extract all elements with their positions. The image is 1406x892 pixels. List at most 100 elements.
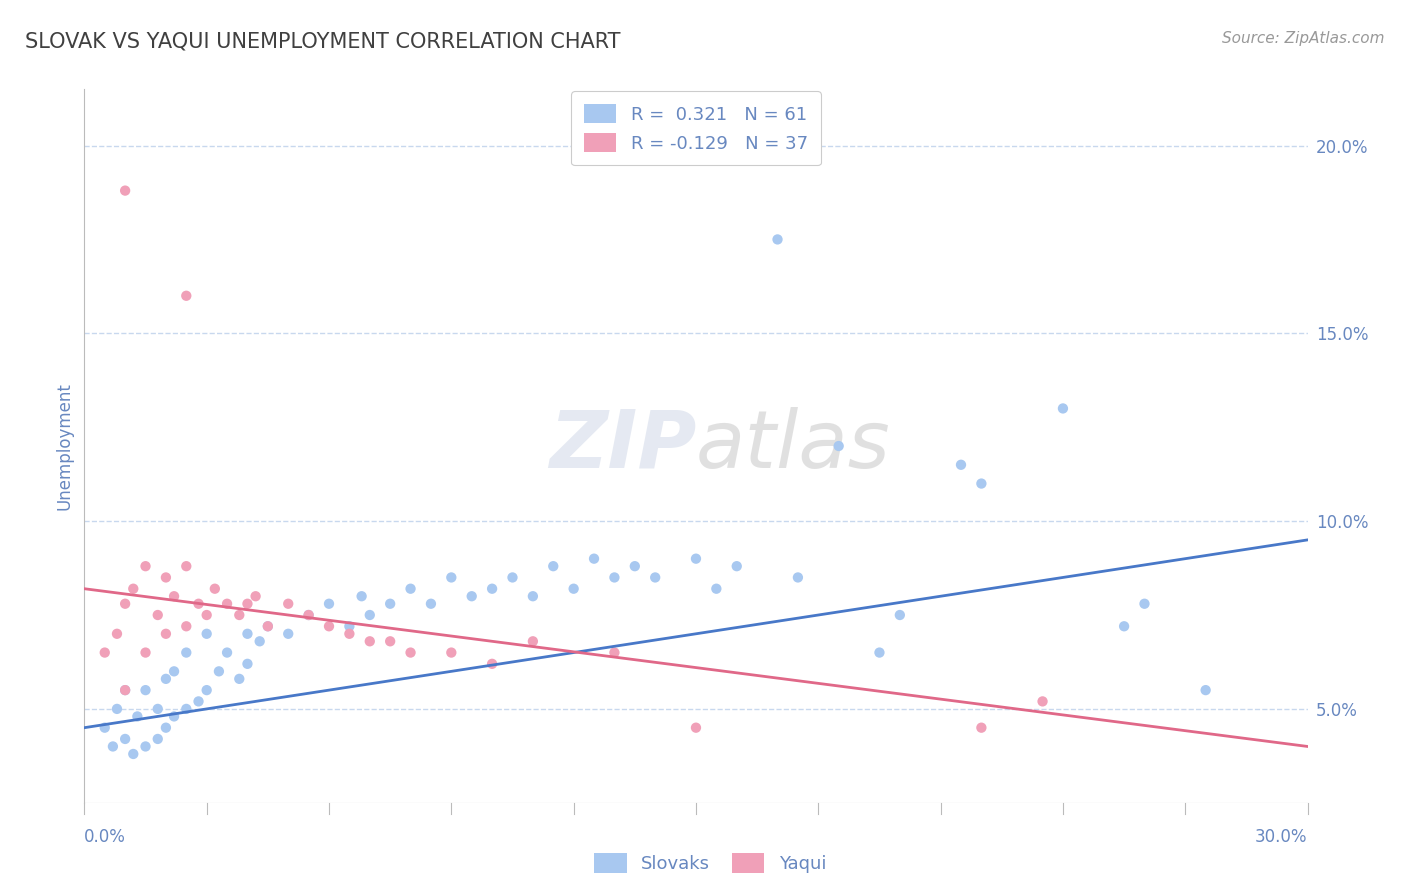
Point bbox=[204, 582, 226, 596]
Point bbox=[339, 619, 361, 633]
Point bbox=[420, 597, 443, 611]
Point bbox=[105, 627, 128, 641]
Point bbox=[828, 439, 851, 453]
Point bbox=[105, 702, 128, 716]
Point bbox=[155, 570, 177, 584]
Legend: Slovaks, Yaqui: Slovaks, Yaqui bbox=[586, 846, 834, 880]
Point bbox=[869, 646, 891, 660]
Point bbox=[399, 646, 422, 660]
Point bbox=[685, 721, 707, 735]
Point bbox=[298, 607, 321, 622]
Point bbox=[174, 619, 197, 633]
Point bbox=[359, 607, 381, 622]
Point bbox=[195, 607, 218, 622]
Point bbox=[1195, 683, 1218, 698]
Point bbox=[766, 232, 789, 246]
Point bbox=[114, 184, 136, 198]
Point bbox=[135, 739, 157, 754]
Point bbox=[1052, 401, 1074, 416]
Point bbox=[174, 559, 197, 574]
Point bbox=[135, 646, 157, 660]
Legend: R =  0.321   N = 61, R = -0.129   N = 37: R = 0.321 N = 61, R = -0.129 N = 37 bbox=[571, 91, 821, 165]
Point bbox=[187, 694, 209, 708]
Point bbox=[174, 289, 197, 303]
Point bbox=[122, 747, 145, 761]
Point bbox=[787, 570, 810, 584]
Point bbox=[217, 597, 239, 611]
Point bbox=[522, 589, 544, 603]
Point bbox=[257, 619, 280, 633]
Point bbox=[155, 721, 177, 735]
Y-axis label: Unemployment: Unemployment bbox=[55, 382, 73, 510]
Point bbox=[318, 619, 340, 633]
Point bbox=[481, 582, 503, 596]
Point bbox=[174, 646, 197, 660]
Point bbox=[257, 619, 280, 633]
Text: atlas: atlas bbox=[696, 407, 891, 485]
Point bbox=[583, 551, 606, 566]
Point bbox=[706, 582, 728, 596]
Text: ZIP: ZIP bbox=[548, 407, 696, 485]
Point bbox=[163, 709, 186, 723]
Point bbox=[93, 721, 115, 735]
Point bbox=[440, 570, 463, 584]
Point bbox=[502, 570, 524, 584]
Point bbox=[236, 657, 259, 671]
Point bbox=[114, 597, 136, 611]
Point bbox=[298, 607, 321, 622]
Point bbox=[245, 589, 267, 603]
Point bbox=[236, 597, 259, 611]
Point bbox=[277, 627, 299, 641]
Point bbox=[970, 721, 993, 735]
Point bbox=[522, 634, 544, 648]
Point bbox=[249, 634, 271, 648]
Point bbox=[187, 597, 209, 611]
Point bbox=[135, 559, 157, 574]
Text: Source: ZipAtlas.com: Source: ZipAtlas.com bbox=[1222, 31, 1385, 46]
Point bbox=[380, 597, 402, 611]
Point bbox=[135, 683, 157, 698]
Point bbox=[461, 589, 484, 603]
Point bbox=[122, 582, 145, 596]
Text: 30.0%: 30.0% bbox=[1256, 828, 1308, 846]
Point bbox=[93, 646, 115, 660]
Point bbox=[155, 627, 177, 641]
Point bbox=[481, 657, 503, 671]
Point bbox=[1114, 619, 1136, 633]
Point bbox=[1032, 694, 1054, 708]
Point bbox=[146, 702, 169, 716]
Point bbox=[217, 646, 239, 660]
Point bbox=[146, 607, 169, 622]
Point bbox=[350, 589, 373, 603]
Point bbox=[277, 597, 299, 611]
Point bbox=[339, 627, 361, 641]
Point bbox=[101, 739, 124, 754]
Point bbox=[163, 665, 186, 679]
Point bbox=[114, 683, 136, 698]
Point bbox=[440, 646, 463, 660]
Point bbox=[146, 731, 169, 746]
Point bbox=[950, 458, 973, 472]
Point bbox=[127, 709, 149, 723]
Point bbox=[889, 607, 911, 622]
Point bbox=[228, 672, 250, 686]
Point bbox=[543, 559, 565, 574]
Point bbox=[195, 683, 218, 698]
Point bbox=[1133, 597, 1156, 611]
Point bbox=[318, 597, 340, 611]
Point bbox=[114, 683, 136, 698]
Point bbox=[236, 627, 259, 641]
Point bbox=[644, 570, 666, 584]
Point bbox=[399, 582, 422, 596]
Point bbox=[725, 559, 748, 574]
Point bbox=[685, 551, 707, 566]
Point bbox=[174, 702, 197, 716]
Point bbox=[970, 476, 993, 491]
Point bbox=[208, 665, 231, 679]
Point bbox=[155, 672, 177, 686]
Point bbox=[624, 559, 647, 574]
Point bbox=[359, 634, 381, 648]
Point bbox=[603, 570, 626, 584]
Point bbox=[380, 634, 402, 648]
Text: SLOVAK VS YAQUI UNEMPLOYMENT CORRELATION CHART: SLOVAK VS YAQUI UNEMPLOYMENT CORRELATION… bbox=[25, 31, 621, 51]
